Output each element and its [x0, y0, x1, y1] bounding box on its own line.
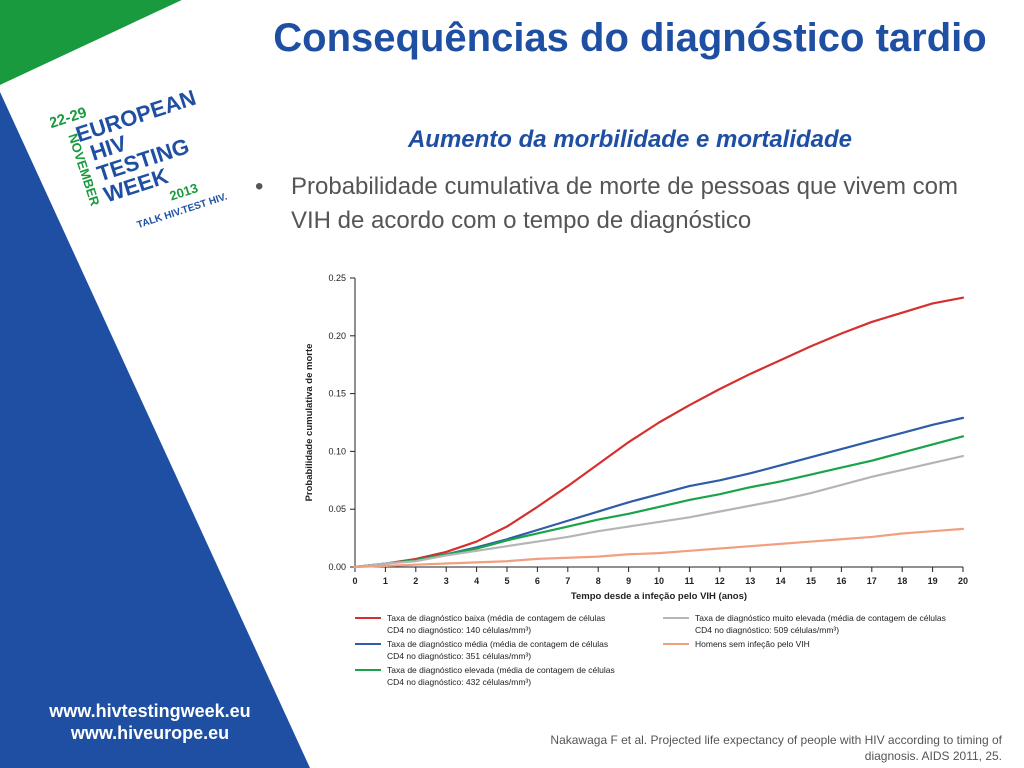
legend-label-line1: Homens sem infeção pelo VIH [695, 639, 810, 649]
legend-item-2: Taxa de diagnóstico média (média de cont… [355, 638, 655, 664]
legend-label-line1: Taxa de diagnóstico elevada (média de co… [387, 665, 615, 675]
legend-swatch [355, 617, 381, 619]
legend-item-3: Taxa de diagnóstico elevada (média de co… [355, 664, 655, 690]
series-line-1 [353, 296, 965, 569]
x-tick-label: 8 [596, 576, 601, 586]
y-tick-label: 0.15 [328, 389, 346, 399]
legend-label: Taxa de diagnóstico muito elevada (média… [695, 612, 965, 636]
x-tick-label: 16 [836, 576, 846, 586]
series-line-2 [353, 416, 965, 569]
x-tick-label: 6 [535, 576, 540, 586]
legend-swatch [355, 643, 381, 645]
reference-citation: Nakawaga F et al. Projected life expecta… [550, 733, 1002, 763]
y-tick-label: 0.10 [328, 446, 346, 456]
x-axis-label: Tempo desde a infeção pelo VIH (anos) [571, 591, 747, 602]
logo-year: 2013 [168, 180, 200, 203]
x-tick-label: 12 [715, 576, 725, 586]
y-axis-label: Probabilidade cumulativa de morte [304, 344, 315, 502]
slide-subtitle: Aumento da morbilidade e mortalidade [407, 126, 853, 153]
footer-urls: www.hivtestingweek.eu www.hiveurope.eu [20, 700, 280, 744]
cumulative-mortality-line-chart: 0.000.050.100.150.200.250 1 2 3 4 5 6 7 8 9 10 11 12… [304, 273, 968, 602]
legend-label-line2: CD4 no diagnóstico: 351 células/mm³) [387, 651, 532, 661]
x-tick-label: 15 [806, 576, 816, 586]
legend-label: Taxa de diagnóstico elevada (média de co… [387, 664, 657, 688]
legend-item-4: Taxa de diagnóstico muito elevada (média… [663, 612, 963, 638]
x-tick-label: 19 [928, 576, 938, 586]
y-tick-label: 0.25 [328, 273, 346, 283]
x-tick-label: 10 [654, 576, 664, 586]
legend-swatch [663, 617, 689, 619]
url-hiveurope[interactable]: www.hiveurope.eu [70, 723, 230, 743]
x-tick-label: 0 [352, 576, 357, 586]
x-tick-label: 9 [626, 576, 631, 586]
legend-swatch [663, 643, 689, 645]
x-tick-label: 1 [383, 576, 388, 586]
legend-label-line1: Taxa de diagnóstico média (média de cont… [387, 639, 609, 649]
legend-label-line1: Taxa de diagnóstico muito elevada (média… [695, 613, 946, 623]
y-tick-label: 0.20 [328, 331, 346, 341]
blue-diagonal-band [0, 0, 200, 90]
legend-label: Taxa de diagnóstico baixa (média de cont… [387, 612, 657, 636]
x-tick-label: 11 [685, 576, 695, 586]
x-tick-label: 13 [745, 576, 755, 586]
x-tick-label: 17 [867, 576, 877, 586]
bullet-symbol: • [255, 173, 264, 200]
x-tick-label: 18 [897, 576, 907, 586]
legend-label-line1: Taxa de diagnóstico baixa (média de cont… [387, 613, 606, 623]
x-tick-label: 3 [444, 576, 449, 586]
x-tick-label: 7 [565, 576, 570, 586]
x-tick-label: 4 [474, 576, 479, 586]
x-tick-label: 2 [413, 576, 418, 586]
bullet-text: Probabilidade cumulativa de morte de pes… [291, 173, 959, 234]
legend-label: Homens sem infeção pelo VIH [695, 638, 965, 650]
legend-swatch [355, 669, 381, 671]
url-hivtestingweek[interactable]: www.hivtestingweek.eu [49, 701, 251, 721]
european-hiv-testing-week-logo: 22-29 EUROPEAN HIV TESTING WEEK 2013 TAL… [50, 85, 229, 230]
blue-side-band [0, 92, 310, 768]
series-line-4 [353, 454, 965, 569]
legend-item-1: Taxa de diagnóstico baixa (média de cont… [355, 612, 655, 638]
legend-label-line2: CD4 no diagnóstico: 140 células/mm³) [387, 625, 532, 635]
slide-title: Consequências do diagnóstico tardio [273, 16, 987, 60]
series-line-5 [353, 527, 965, 569]
y-tick-label: 0.05 [328, 504, 346, 514]
chart-legend: Taxa de diagnóstico baixa (média de cont… [355, 612, 995, 692]
legend-item-5: Homens sem infeção pelo VIH [663, 638, 963, 664]
legend-label-line2: CD4 no diagnóstico: 509 células/mm³) [695, 625, 840, 635]
y-tick-label: 0.00 [328, 562, 346, 572]
x-tick-label: 14 [776, 576, 786, 586]
legend-label-line2: CD4 no diagnóstico: 432 células/mm³) [387, 677, 532, 687]
x-tick-label: 20 [958, 576, 968, 586]
x-tick-label: 5 [504, 576, 509, 586]
series-line-3 [353, 435, 965, 569]
legend-label: Taxa de diagnóstico média (média de cont… [387, 638, 657, 662]
